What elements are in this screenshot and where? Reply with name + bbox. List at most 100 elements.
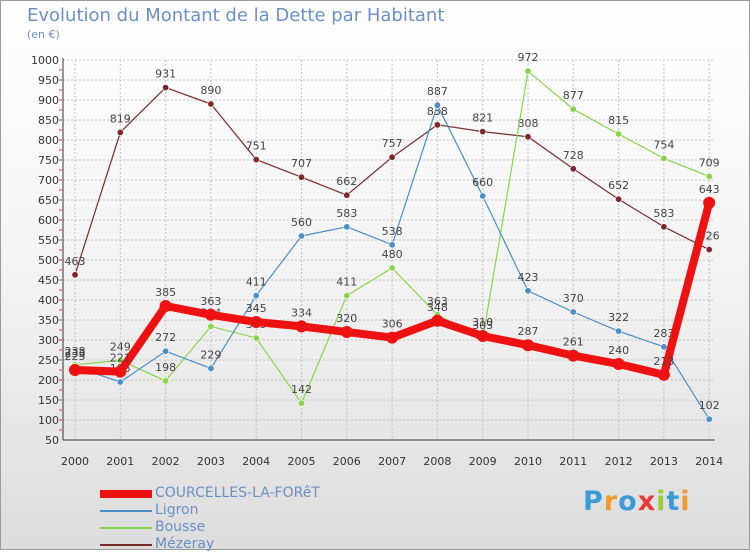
x-tick-label: 2007	[378, 455, 406, 468]
data-point	[615, 130, 623, 138]
y-tick-label: 200	[38, 374, 59, 387]
data-label: 751	[246, 140, 267, 153]
legend-swatch	[100, 527, 152, 529]
legend-item: COURCELLES-LA-FORêT	[100, 485, 380, 501]
data-label: 583	[336, 207, 357, 220]
x-tick-label: 2005	[288, 455, 316, 468]
y-tick-label: 150	[38, 394, 59, 407]
data-label: 931	[155, 68, 176, 81]
data-point	[250, 316, 263, 328]
data-point	[388, 153, 396, 161]
data-label: 240	[608, 344, 629, 357]
data-label: 198	[155, 361, 176, 374]
data-point	[252, 292, 260, 300]
y-tick-label: 50	[45, 434, 59, 447]
data-point	[207, 364, 215, 372]
data-label: 411	[336, 276, 357, 289]
data-point	[386, 331, 399, 344]
data-label: 728	[563, 149, 584, 162]
data-label: 480	[382, 248, 403, 261]
data-label: 754	[653, 138, 674, 151]
data-point	[297, 399, 305, 407]
data-point	[524, 287, 532, 295]
y-tick-label: 550	[38, 234, 59, 247]
data-point	[207, 100, 215, 108]
data-point	[612, 358, 625, 370]
data-point	[657, 368, 670, 381]
data-label: 213	[653, 355, 674, 368]
data-point	[295, 320, 308, 333]
data-point	[569, 105, 577, 113]
x-tick-label: 2000	[61, 455, 89, 468]
y-tick-label: 750	[38, 154, 59, 167]
data-label: 363	[427, 295, 448, 308]
proxiti-logo: Proxiti	[583, 486, 691, 517]
data-label: 411	[246, 276, 267, 289]
data-point	[433, 101, 441, 109]
data-label: 320	[336, 312, 357, 325]
x-tick-label: 2001	[106, 455, 134, 468]
data-point	[476, 330, 489, 342]
logo-letter: i	[656, 486, 667, 517]
logo-letter: o	[618, 486, 638, 517]
y-tick-label: 600	[38, 214, 59, 227]
data-label: 287	[518, 325, 539, 338]
data-point	[207, 322, 215, 330]
y-tick-label: 900	[38, 94, 59, 107]
x-tick-label: 2004	[242, 455, 270, 468]
data-label: 142	[291, 383, 312, 396]
data-label: 423	[518, 271, 539, 284]
data-label: 334	[291, 306, 312, 319]
data-label: 643	[699, 183, 720, 196]
data-point	[69, 364, 81, 376]
data-point	[569, 165, 577, 173]
logo-letter: i	[680, 486, 691, 517]
data-point	[340, 326, 353, 338]
data-label: 310	[472, 316, 493, 329]
data-label: 808	[518, 117, 539, 130]
data-label: 877	[563, 89, 584, 102]
data-label: 707	[291, 157, 312, 170]
y-tick-label: 450	[38, 274, 59, 287]
data-label: 660	[472, 176, 493, 189]
legend-label: COURCELLES-LA-FORêT	[155, 485, 320, 501]
legend-label: Mézeray	[155, 536, 215, 552]
data-label: 283	[653, 327, 674, 340]
data-label: 709	[699, 156, 720, 169]
data-label: 225	[65, 350, 86, 363]
data-point	[204, 308, 217, 321]
data-label: 363	[200, 295, 221, 308]
data-point	[297, 173, 305, 181]
data-point	[703, 196, 716, 209]
data-label: 887	[427, 85, 448, 98]
legend-item: Bousse	[100, 519, 380, 535]
data-point	[615, 195, 623, 203]
data-point	[162, 347, 170, 355]
y-tick-label: 100	[38, 414, 59, 427]
data-point	[660, 154, 668, 162]
data-label: 102	[699, 399, 720, 412]
data-point	[660, 223, 668, 231]
x-tick-label: 2003	[197, 455, 225, 468]
x-tick-label: 2010	[514, 455, 542, 468]
y-tick-label: 650	[38, 194, 59, 207]
legend-item: Mézeray	[100, 536, 380, 552]
data-point	[252, 156, 260, 164]
data-point	[252, 334, 260, 342]
y-tick-label: 350	[38, 314, 59, 327]
data-label: 819	[110, 112, 131, 125]
data-label: 560	[291, 216, 312, 229]
y-tick-label: 950	[38, 74, 59, 87]
data-point	[615, 327, 623, 335]
x-tick-label: 2006	[333, 455, 361, 468]
data-point	[162, 377, 170, 385]
data-point	[159, 300, 172, 312]
data-point	[116, 128, 124, 136]
data-label: 972	[518, 51, 539, 64]
y-tick-label: 700	[38, 174, 59, 187]
logo-letter: x	[637, 486, 657, 517]
data-point	[388, 264, 396, 272]
data-point	[343, 223, 351, 231]
data-point	[114, 365, 127, 378]
